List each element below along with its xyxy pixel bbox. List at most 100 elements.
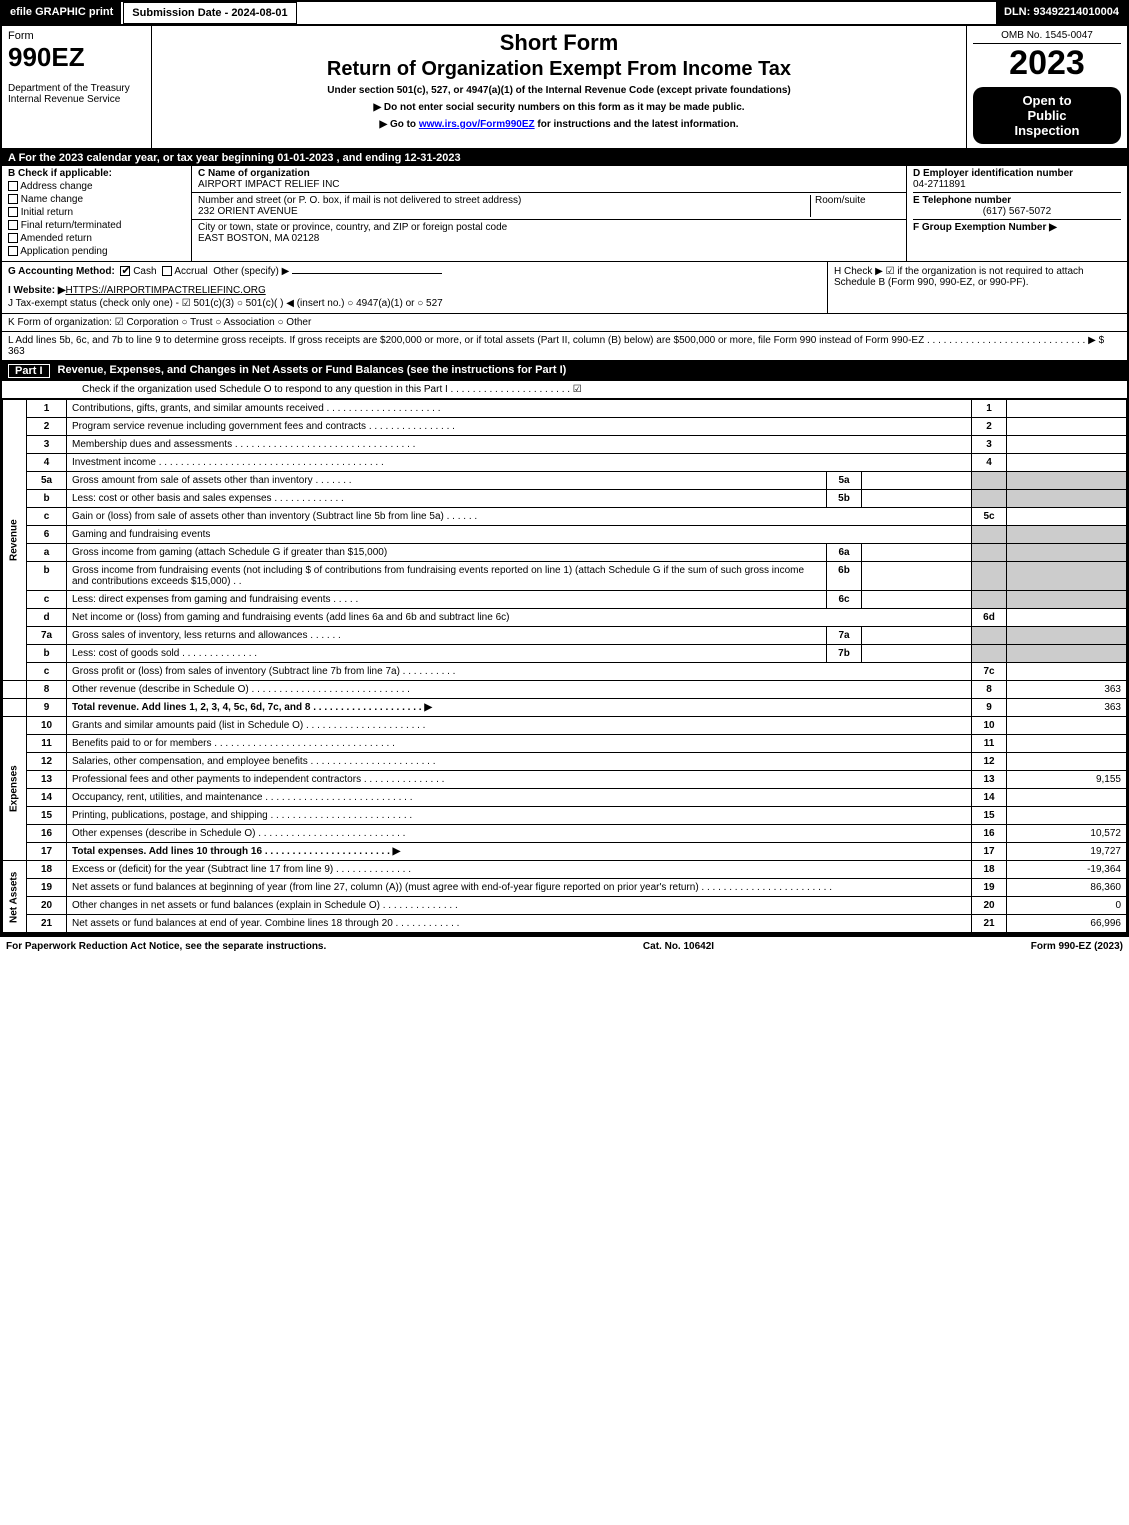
ein-value: 04-2711891	[913, 179, 966, 190]
ssn-notice: ▶ Do not enter social security numbers o…	[158, 102, 960, 113]
chk-address-change[interactable]: Address change	[8, 181, 185, 192]
line-6a-sn: 6a	[827, 544, 862, 562]
line-3-num: 3	[27, 436, 67, 454]
netassets-label: Net Assets	[3, 861, 27, 933]
chk-cash[interactable]	[120, 266, 130, 276]
line-4-text: Investment income . . . . . . . . . . . …	[67, 454, 972, 472]
line-19-num: 19	[27, 879, 67, 897]
g-label: G Accounting Method:	[8, 266, 115, 277]
form-label: Form	[8, 30, 145, 42]
website-link[interactable]: HTTPS://AIRPORTIMPACTRELIEFINC.ORG	[66, 285, 266, 296]
line-15-rn: 15	[972, 807, 1007, 825]
l-text: L Add lines 5b, 6c, and 7b to line 9 to …	[8, 335, 1104, 346]
title-main: Return of Organization Exempt From Incom…	[158, 58, 960, 81]
line-11-num: 11	[27, 735, 67, 753]
line-10-text: Grants and similar amounts paid (list in…	[67, 717, 972, 735]
open-to-public: Open to Public Inspection	[973, 87, 1121, 144]
open-line3: Inspection	[981, 123, 1113, 138]
line-21-num: 21	[27, 915, 67, 933]
line-8-num: 8	[27, 681, 67, 699]
line-7a-text: Gross sales of inventory, less returns a…	[67, 627, 827, 645]
chk-name-change[interactable]: Name change	[8, 194, 185, 205]
line-20-text: Other changes in net assets or fund bala…	[67, 897, 972, 915]
topbar: efile GRAPHIC print Submission Date - 20…	[2, 2, 1127, 26]
line-20-num: 20	[27, 897, 67, 915]
chk-application-pending[interactable]: Application pending	[8, 246, 185, 257]
part-i-header: Part I Revenue, Expenses, and Changes in…	[2, 361, 1127, 381]
omb-number: OMB No. 1545-0047	[973, 30, 1121, 44]
header-mid: Short Form Return of Organization Exempt…	[152, 26, 967, 148]
line-12-num: 12	[27, 753, 67, 771]
footer-mid: Cat. No. 10642I	[643, 941, 714, 952]
grey-cell	[972, 472, 1007, 490]
header-left: Form 990EZ Department of the Treasury In…	[2, 26, 152, 148]
chk-initial-return[interactable]: Initial return	[8, 207, 185, 218]
line-2-rn: 2	[972, 418, 1007, 436]
l-gross-receipts: L Add lines 5b, 6c, and 7b to line 9 to …	[2, 332, 1127, 361]
line-2-amt	[1007, 418, 1127, 436]
part-i-check: Check if the organization used Schedule …	[2, 381, 1127, 399]
irs-link[interactable]: www.irs.gov/Form990EZ	[419, 119, 535, 130]
line-20-amt: 0	[1007, 897, 1127, 915]
line-8-rn: 8	[972, 681, 1007, 699]
city-label: City or town, state or province, country…	[198, 222, 507, 233]
department: Department of the Treasury Internal Reve…	[8, 83, 145, 105]
line-6a-text: Gross income from gaming (attach Schedul…	[67, 544, 827, 562]
group-exempt-label: F Group Exemption Number ▶	[913, 222, 1057, 233]
line-18-rn: 18	[972, 861, 1007, 879]
line-6d-amt	[1007, 609, 1127, 627]
line-16-num: 16	[27, 825, 67, 843]
part-i-tag: Part I	[8, 364, 50, 378]
line-11-text: Benefits paid to or for members . . . . …	[67, 735, 972, 753]
col-b-checkboxes: B Check if applicable: Address change Na…	[2, 166, 192, 261]
line-17-amt: 19,727	[1007, 843, 1127, 861]
line-15-amt	[1007, 807, 1127, 825]
line-5a-sn: 5a	[827, 472, 862, 490]
line-18-amt: -19,364	[1007, 861, 1127, 879]
line-9-num: 9	[27, 699, 67, 717]
chk-amended-return[interactable]: Amended return	[8, 233, 185, 244]
submission-date: Submission Date - 2024-08-01	[123, 2, 296, 24]
line-12-text: Salaries, other compensation, and employ…	[67, 753, 972, 771]
line-18-text: Excess or (deficit) for the year (Subtra…	[67, 861, 972, 879]
line-15-text: Printing, publications, postage, and shi…	[67, 807, 972, 825]
open-line2: Public	[981, 108, 1113, 123]
c-name-label: C Name of organization	[198, 168, 310, 179]
line-1-amt	[1007, 400, 1127, 418]
dln: DLN: 93492214010004	[996, 2, 1127, 24]
line-3-text: Membership dues and assessments . . . . …	[67, 436, 972, 454]
chk-final-return[interactable]: Final return/terminated	[8, 220, 185, 231]
efile-print-button[interactable]: efile GRAPHIC print	[2, 2, 123, 24]
line-7a-sn: 7a	[827, 627, 862, 645]
line-14-num: 14	[27, 789, 67, 807]
line-6c-num: c	[27, 591, 67, 609]
goto-pre: ▶ Go to	[379, 119, 418, 130]
line-1-rn: 1	[972, 400, 1007, 418]
line-19-text: Net assets or fund balances at beginning…	[67, 879, 972, 897]
line-12-amt	[1007, 753, 1127, 771]
line-14-rn: 14	[972, 789, 1007, 807]
line-21-amt: 66,996	[1007, 915, 1127, 933]
b-label: B Check if applicable:	[8, 168, 185, 179]
revenue-label: Revenue	[3, 400, 27, 681]
line-5b-sn: 5b	[827, 490, 862, 508]
line-8-amt: 363	[1007, 681, 1127, 699]
i-website: I Website: ▶HTTPS://AIRPORTIMPACTRELIEFI…	[8, 285, 821, 296]
line-6c-text: Less: direct expenses from gaming and fu…	[67, 591, 827, 609]
h-schedule-b: H Check ▶ ☑ if the organization is not r…	[827, 262, 1127, 313]
line-7c-num: c	[27, 663, 67, 681]
org-city: EAST BOSTON, MA 02128	[198, 233, 319, 244]
line-10-num: 10	[27, 717, 67, 735]
line-4-rn: 4	[972, 454, 1007, 472]
line-19-rn: 19	[972, 879, 1007, 897]
footer: For Paperwork Reduction Act Notice, see …	[0, 935, 1129, 956]
g-accounting: G Accounting Method: Cash Accrual Other …	[8, 266, 821, 277]
line-13-amt: 9,155	[1007, 771, 1127, 789]
room-label: Room/suite	[810, 195, 900, 217]
row-a-period: A For the 2023 calendar year, or tax yea…	[2, 150, 1127, 166]
line-7c-rn: 7c	[972, 663, 1007, 681]
chk-accrual[interactable]	[162, 266, 172, 276]
line-16-amt: 10,572	[1007, 825, 1127, 843]
line-9-amt: 363	[1007, 699, 1127, 717]
line-6d-text: Net income or (loss) from gaming and fun…	[67, 609, 972, 627]
